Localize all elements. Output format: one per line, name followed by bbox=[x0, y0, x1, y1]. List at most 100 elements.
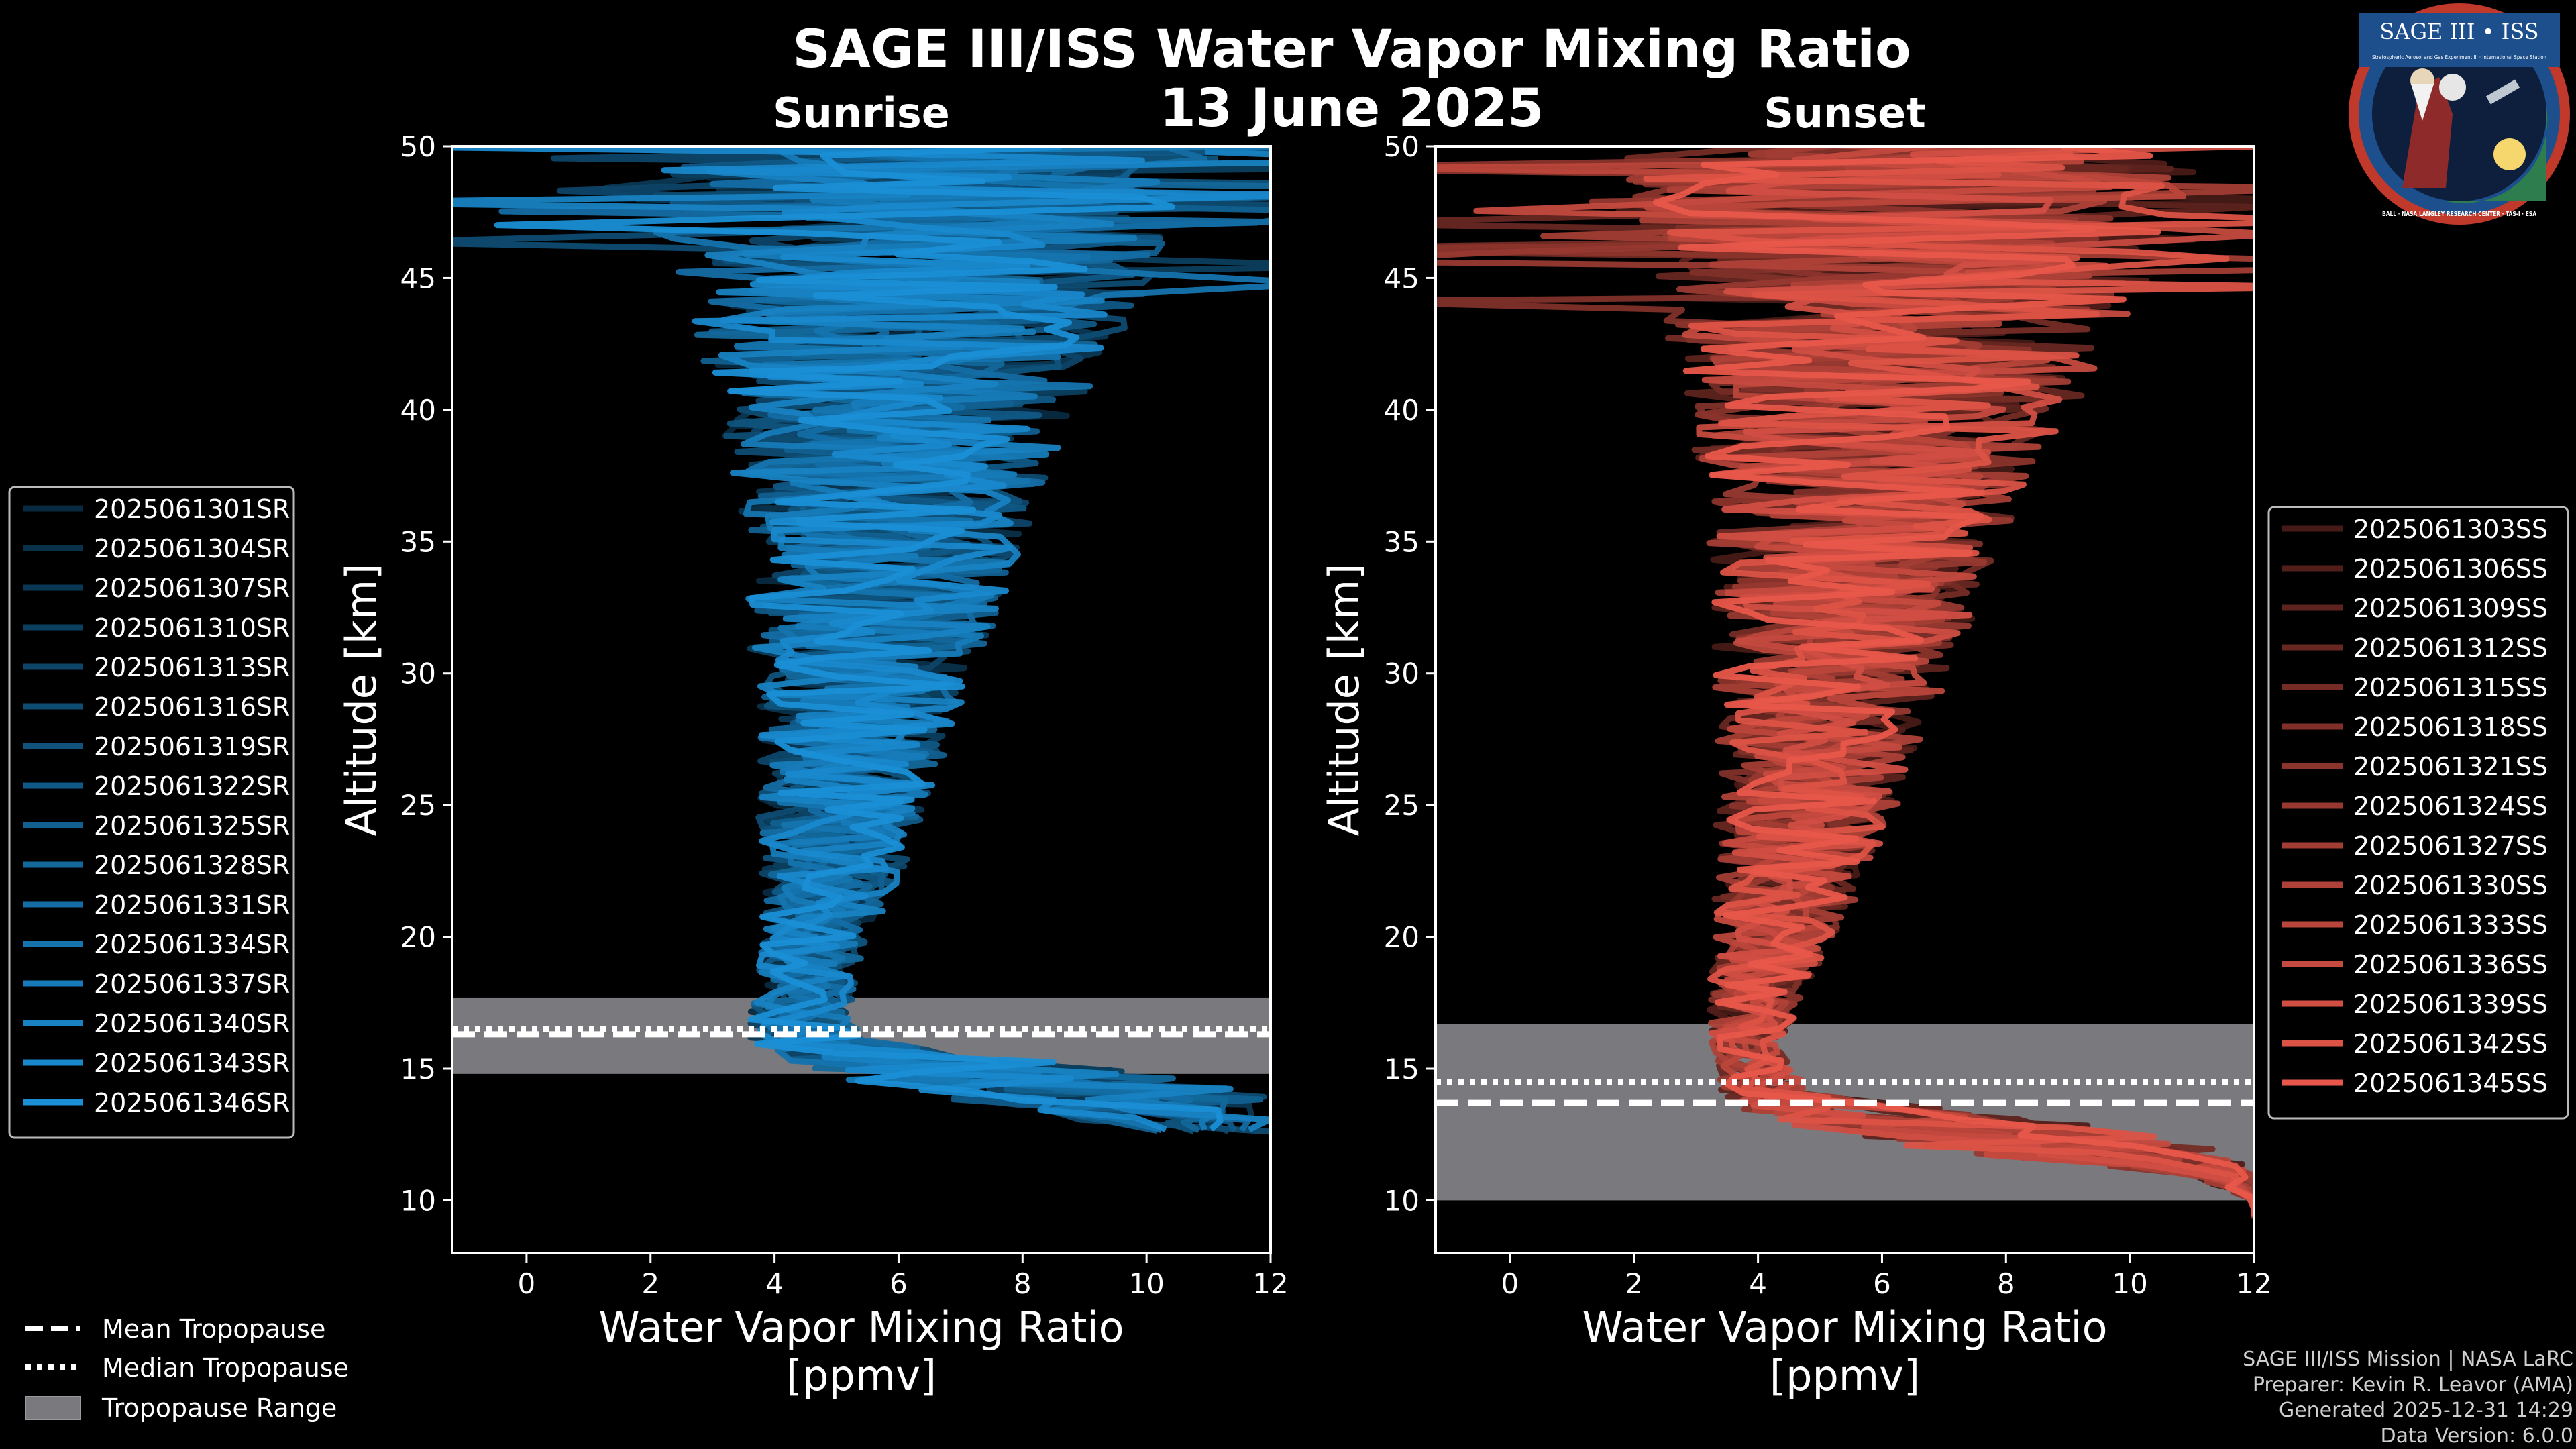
ss-legend-item: 2025061306SS bbox=[2353, 554, 2548, 584]
sunrise-ylabel: Altitude [km] bbox=[337, 564, 386, 837]
sunrise-panel: 0 2 4 6 8 10 12 10 15 20 25 30 35 40 45 50 Altitude [km… bbox=[337, 130, 1289, 1400]
ss-legend-item: 2025061324SS bbox=[2353, 792, 2548, 821]
sr-legend-item: 2025061316SR bbox=[94, 692, 290, 722]
ss-legend-item: 2025061342SS bbox=[2353, 1029, 2548, 1059]
tropopause-legend: Mean Tropopause Median Tropopause Tropop… bbox=[25, 1314, 349, 1423]
ss-legend-item: 2025061327SS bbox=[2353, 831, 2548, 861]
sr-ytick-label: 45 bbox=[400, 262, 436, 294]
sunset-legend: 2025061303SS 2025061306SS 2025061309SS 2025… bbox=[2267, 506, 2569, 1120]
sr-legend-item: 2025061301SR bbox=[94, 494, 290, 524]
sr-legend-item: 2025061310SR bbox=[94, 613, 290, 643]
ss-legend-item: 2025061333SS bbox=[2353, 910, 2548, 940]
sr-legend-item: 2025061343SR bbox=[94, 1049, 290, 1078]
logo-earth bbox=[2446, 107, 2548, 203]
logo-title: SAGE III • ISS bbox=[2379, 19, 2538, 44]
ss-legend-item: 2025061330SS bbox=[2353, 871, 2548, 900]
ss-ytick-label: 25 bbox=[1384, 789, 1419, 822]
sunrise-panel-title: Sunrise bbox=[773, 89, 950, 138]
ss-ytick-label: 45 bbox=[1384, 262, 1419, 294]
ss-ytick-label: 35 bbox=[1384, 525, 1419, 558]
sr-xtick-label: 8 bbox=[1014, 1267, 1032, 1300]
logo-wizard bbox=[2402, 77, 2453, 188]
sunrise-legend: 2025061301SR 2025061304SR 2025061307SR 2025… bbox=[8, 486, 295, 1139]
sr-legend-box bbox=[8, 486, 295, 1139]
tropopause-range-swatch bbox=[25, 1396, 81, 1420]
sunrise-axes-frame bbox=[451, 145, 1272, 1254]
sunset-ylabel: Altitude [km] bbox=[1320, 564, 1368, 837]
sr-xtick-label: 12 bbox=[1252, 1267, 1288, 1300]
sr-ytick-label: 10 bbox=[400, 1184, 436, 1217]
sr-ytick-label: 25 bbox=[400, 789, 436, 822]
ss-legend-item: 2025061339SS bbox=[2353, 989, 2548, 1019]
main-title: SAGE III/ISS Water Vapor Mixing Ratio bbox=[792, 19, 1911, 80]
sr-xtick-label: 10 bbox=[1128, 1267, 1164, 1300]
ss-legend-item: 2025061336SS bbox=[2353, 950, 2548, 979]
sr-legend-item: 2025061334SR bbox=[94, 930, 290, 959]
sunset-panel: 0 2 4 6 8 10 12 10 15 20 25 30 35 40 45 50 Altitude [km… bbox=[1320, 130, 2272, 1400]
sage-mission-logo: SAGE III • ISS Stratospheric Aerosol and… bbox=[2349, 3, 2570, 225]
ss-ytick-label: 50 bbox=[1384, 130, 1419, 163]
sr-legend-item: 2025061325SR bbox=[94, 811, 290, 841]
ss-profile-line-2025061345SS bbox=[1652, 146, 2254, 1216]
sr-legend-item: 2025061307SR bbox=[94, 574, 290, 603]
ss-legend-item: 2025061345SS bbox=[2353, 1069, 2548, 1098]
sr-legend-item: 2025061319SR bbox=[94, 732, 290, 761]
logo-sun bbox=[2493, 138, 2526, 170]
credit-generated: Generated 2025-12-31 14:29 bbox=[2279, 1399, 2573, 1422]
ss-xtick-label: 8 bbox=[1997, 1267, 2015, 1300]
ss-ytick-label: 10 bbox=[1384, 1184, 1419, 1217]
ss-legend-item: 2025061321SS bbox=[2353, 752, 2548, 782]
sunset-xlabel-unit: [ppmv] bbox=[1770, 1351, 1920, 1400]
ss-xtick-label: 0 bbox=[1501, 1267, 1519, 1300]
ss-xtick-label: 4 bbox=[1749, 1267, 1767, 1300]
sunset-panel-title: Sunset bbox=[1764, 89, 1926, 138]
sr-xtick-label: 6 bbox=[890, 1267, 908, 1300]
ss-legend-item: 2025061312SS bbox=[2353, 633, 2548, 663]
sr-legend-item: 2025061337SR bbox=[94, 969, 290, 999]
ss-profile-line-2025061342SS bbox=[1643, 149, 2254, 1216]
ss-xtick-label: 12 bbox=[2236, 1267, 2271, 1300]
tropopause-range-label: Tropopause Range bbox=[101, 1393, 337, 1423]
ss-legend-item: 2025061318SS bbox=[2353, 712, 2548, 742]
logo-ring-text: BALL · NASA LANGLEY RESEARCH CENTER · TA… bbox=[2382, 211, 2536, 218]
sr-ytick-label: 15 bbox=[400, 1053, 436, 1085]
ss-xtick-label: 2 bbox=[1625, 1267, 1643, 1300]
sr-legend-item: 2025061346SR bbox=[94, 1088, 290, 1118]
ss-ytick-label: 20 bbox=[1384, 921, 1419, 954]
ss-legend-item: 2025061303SS bbox=[2353, 515, 2548, 544]
sr-legend-item: 2025061313SR bbox=[94, 653, 290, 682]
sr-xtick-label: 2 bbox=[641, 1267, 659, 1300]
sunrise-xlabel-unit: [ppmv] bbox=[786, 1351, 936, 1400]
sunset-xlabel: Water Vapor Mixing Ratio bbox=[1582, 1303, 2107, 1352]
sr-profile-line-2025061337SR bbox=[741, 146, 1271, 1131]
sr-ytick-label: 50 bbox=[400, 130, 436, 163]
ss-ytick-label: 15 bbox=[1384, 1053, 1419, 1085]
sr-ytick-label: 40 bbox=[400, 394, 436, 427]
ss-ytick-label: 30 bbox=[1384, 657, 1419, 690]
sr-legend-item: 2025061328SR bbox=[94, 851, 290, 880]
logo-wizard-beard bbox=[2411, 84, 2434, 121]
sr-ytick-label: 20 bbox=[400, 921, 436, 954]
credit-preparer: Preparer: Kevin R. Leavor (AMA) bbox=[2253, 1373, 2573, 1397]
sr-profile-line-2025061346SR bbox=[494, 146, 1224, 1132]
sr-ytick-label: 35 bbox=[400, 525, 436, 558]
sr-ytick-label: 30 bbox=[400, 657, 436, 690]
sr-legend-item: 2025061340SR bbox=[94, 1009, 290, 1038]
logo-subtitle: Stratospheric Aerosol and Gas Experiment… bbox=[2372, 54, 2546, 60]
mean-tropopause-label: Mean Tropopause bbox=[102, 1314, 325, 1344]
ss-xtick-label: 6 bbox=[1873, 1267, 1891, 1300]
sr-legend-item: 2025061331SR bbox=[94, 890, 290, 920]
credit-data-version: Data Version: 6.0.0 bbox=[2381, 1424, 2573, 1448]
logo-iss bbox=[2485, 79, 2520, 105]
credits: SAGE III/ISS Mission | NASA LaRC Prepare… bbox=[2243, 1348, 2573, 1448]
sr-xtick-label: 0 bbox=[518, 1267, 536, 1300]
ss-ytick-label: 40 bbox=[1384, 394, 1419, 427]
sr-legend-item: 2025061322SR bbox=[94, 771, 290, 801]
ss-legend-box bbox=[2267, 506, 2569, 1120]
ss-xtick-label: 10 bbox=[2112, 1267, 2147, 1300]
date-title: 13 June 2025 bbox=[1160, 78, 1544, 139]
credit-mission: SAGE III/ISS Mission | NASA LaRC bbox=[2243, 1348, 2573, 1371]
median-tropopause-label: Median Tropopause bbox=[102, 1353, 349, 1383]
ss-legend-item: 2025061309SS bbox=[2353, 594, 2548, 623]
